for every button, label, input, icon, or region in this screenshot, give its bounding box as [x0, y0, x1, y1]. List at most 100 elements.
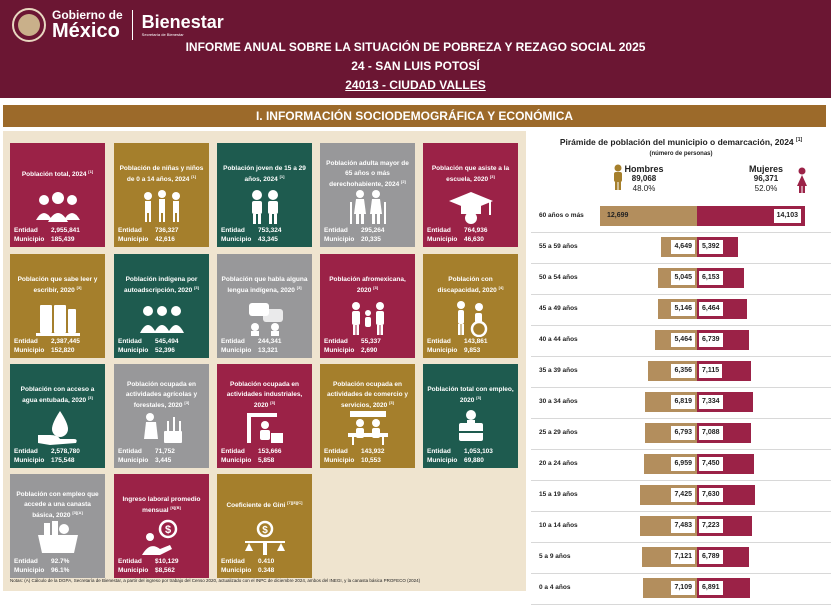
hombres-bar: 6,819	[645, 392, 697, 412]
indicator-title: Población ocupada en actividades de come…	[327, 381, 408, 410]
indicator-card: Población con discapacidad, 2020 [4] Enti…	[423, 254, 518, 358]
mujeres-value-label: 6,739	[699, 333, 723, 347]
municipio-label: Municipio	[324, 457, 355, 464]
hombres-value-label: 5,146	[671, 302, 695, 316]
municipio-label: Municipio	[221, 347, 252, 354]
svg-text:$: $	[262, 525, 268, 536]
hombres-bar: 7,109	[643, 578, 697, 598]
indicator-title: Población joven de 15 a 29 años, 2024 [1…	[223, 165, 306, 184]
age-group-label: 35 a 39 años	[539, 367, 578, 374]
indicator-card: Población ocupada en actividades de come…	[320, 364, 415, 468]
indicator-title: Ingreso laboral promedio mensual [6][B]	[122, 496, 201, 515]
water-icon	[10, 408, 105, 448]
svg-text:$: $	[164, 524, 170, 536]
industry-icon	[217, 408, 312, 448]
gobierno-logo: Gobierno de México	[52, 9, 123, 41]
indicator-values: Entidad 545,494 Municipio 52,396	[118, 337, 205, 355]
row-separator	[531, 387, 831, 388]
age-group-label: 20 a 24 años	[539, 460, 578, 467]
row-separator	[531, 480, 831, 481]
entidad-label: Entidad	[118, 338, 142, 345]
hombres-value-label: 5,464	[671, 333, 695, 347]
municipality-name: 24013 - CIUDAD VALLES	[345, 78, 486, 92]
municipio-value: 3,445	[155, 457, 172, 464]
indicator-values: Entidad $10,129 Municipio $8,562	[118, 557, 205, 575]
logo-divider	[131, 10, 133, 40]
indicator-title: Población con acceso a agua entubada, 20…	[20, 386, 95, 405]
books-icon	[10, 298, 105, 338]
entidad-label: Entidad	[427, 338, 451, 345]
woman-icon	[797, 167, 807, 193]
bienestar-title: Bienestar	[141, 12, 224, 32]
hombres-value-label: 6,819	[671, 395, 695, 409]
age-group-label: 45 a 49 años	[539, 305, 578, 312]
entidad-label: Entidad	[324, 338, 348, 345]
mujeres-value-label: 7,115	[699, 364, 723, 378]
entidad-value: 153,666	[258, 448, 282, 455]
footnotes: Notas: (A) Cálculo de la DGPA, Secretarí…	[10, 578, 421, 583]
hombres-bar: 12,699	[600, 206, 697, 226]
municipio-value: 69,880	[464, 457, 484, 464]
hombres-bar: 4,649	[661, 237, 697, 257]
indicator-values: Entidad 153,666 Municipio 5,858	[221, 447, 308, 465]
hombres-bar: 7,121	[642, 547, 697, 567]
mujeres-value-label: 7,450	[699, 457, 723, 471]
entidad-value: 55,337	[361, 338, 381, 345]
entidad-label: Entidad	[118, 558, 142, 565]
indicator-values: Entidad 2,955,841 Municipio 185,439	[14, 226, 101, 244]
indicator-card: Población con empleo que accede a una ca…	[10, 474, 105, 578]
indicator-card: Ingreso laboral promedio mensual [6][B] $…	[114, 474, 209, 578]
mujeres-pct: 52.0%	[754, 184, 778, 193]
indicators-panel: Población total, 2024 [1] Entidad 2,955,84…	[3, 131, 526, 591]
entidad-label: Entidad	[324, 448, 348, 455]
row-separator	[531, 449, 831, 450]
mujeres-value-label: 6,464	[699, 302, 723, 316]
indicator-values: Entidad 2,387,445 Municipio 152,820	[14, 337, 101, 355]
row-separator	[531, 573, 831, 574]
municipio-label: Municipio	[221, 457, 252, 464]
mujeres-bar: 6,739	[697, 330, 749, 350]
bienestar-subtitle: Secretaría de Bienestar	[141, 32, 184, 37]
indicator-title: Población total, 2024 [1]	[21, 169, 94, 179]
youth-icon	[217, 187, 312, 227]
indicator-card: Población joven de 15 a 29 años, 2024 [1…	[217, 143, 312, 247]
hombres-value-label: 6,356	[671, 364, 695, 378]
indicator-values: Entidad 0.410 Municipio 0.348	[221, 557, 308, 575]
row-separator	[531, 542, 831, 543]
indicator-card: Población afromexicana, 2020 [3] Entidad 5…	[320, 254, 415, 358]
indicator-title: Población que habla alguna lengua indíge…	[221, 276, 308, 295]
municipio-value: 52,396	[155, 347, 175, 354]
age-group-label: 40 a 44 años	[539, 336, 578, 343]
municipio-label: Municipio	[221, 236, 252, 243]
indicator-values: Entidad 143,932 Municipio 10,553	[324, 447, 411, 465]
indigenous-icon	[114, 298, 209, 338]
hombres-value-label: 12,699	[607, 212, 629, 219]
hombres-value-label: 7,121	[671, 550, 695, 564]
mujeres-value-label: 7,088	[699, 426, 723, 440]
family-icon	[320, 298, 415, 338]
row-separator	[531, 356, 831, 357]
entidad-label: Entidad	[221, 338, 245, 345]
wheelchair-icon	[423, 298, 518, 338]
age-group-label: 50 a 54 años	[539, 274, 578, 281]
age-group-label: 60 años o más	[539, 212, 584, 219]
hombres-value-label: 6,793	[671, 426, 695, 440]
entidad-value: 244,341	[258, 338, 282, 345]
age-group-label: 25 a 29 años	[539, 429, 578, 436]
mujeres-bar: 6,789	[697, 547, 749, 567]
row-separator	[531, 418, 831, 419]
municipio-value: 46,630	[464, 236, 484, 243]
row-separator	[531, 325, 831, 326]
indicator-title: Población afromexicana, 2020 [3]	[329, 276, 406, 295]
municipio-value: $8,562	[155, 567, 175, 574]
mujeres-value-label: 7,334	[699, 395, 723, 409]
indicator-values: Entidad 736,327 Municipio 42,616	[118, 226, 205, 244]
entidad-label: Entidad	[14, 558, 38, 565]
indicator-card: Población total, 2024 [1] Entidad 2,955,84…	[10, 143, 105, 247]
entidad-value: 2,955,841	[51, 227, 80, 234]
entidad-label: Entidad	[14, 227, 38, 234]
entidad-value: 545,494	[155, 338, 179, 345]
row-separator	[531, 511, 831, 512]
report-titles: INFORME ANUAL SOBRE LA SITUACIÓN DE POBR…	[0, 38, 831, 95]
age-group-label: 0 a 4 años	[539, 584, 571, 591]
